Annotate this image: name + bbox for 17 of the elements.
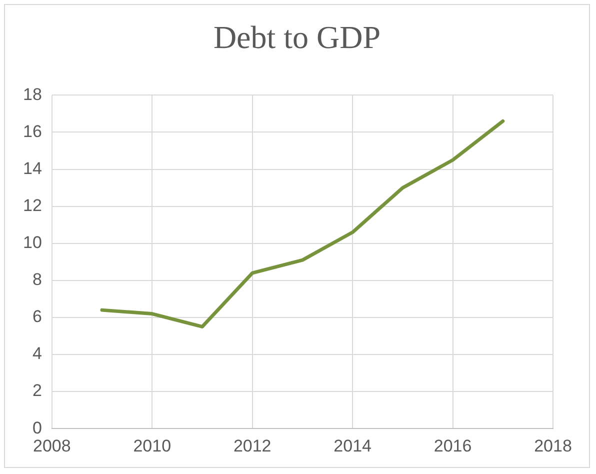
y-tick-label: 10: [22, 233, 42, 252]
y-tick-label: 18: [22, 84, 42, 104]
x-tick-label: 2014: [334, 436, 372, 456]
y-tick-label: 6: [32, 307, 42, 326]
x-tick-label: 2012: [233, 436, 272, 456]
y-tick-label: 2: [32, 381, 42, 400]
x-tick-label: 2016: [434, 436, 472, 456]
x-tick-label: 2018: [534, 436, 572, 456]
y-tick-label: 4: [32, 344, 42, 364]
y-tick-label: 14: [22, 158, 42, 178]
x-tick-label: 2008: [32, 436, 71, 456]
y-tick-label: 16: [22, 122, 42, 141]
chart-title: Debt to GDP: [212, 19, 382, 56]
y-tick-label: 8: [32, 270, 42, 290]
y-tick-label: 12: [22, 196, 42, 216]
x-tick-label: 2010: [133, 436, 172, 456]
y-tick-label: 0: [32, 418, 42, 438]
